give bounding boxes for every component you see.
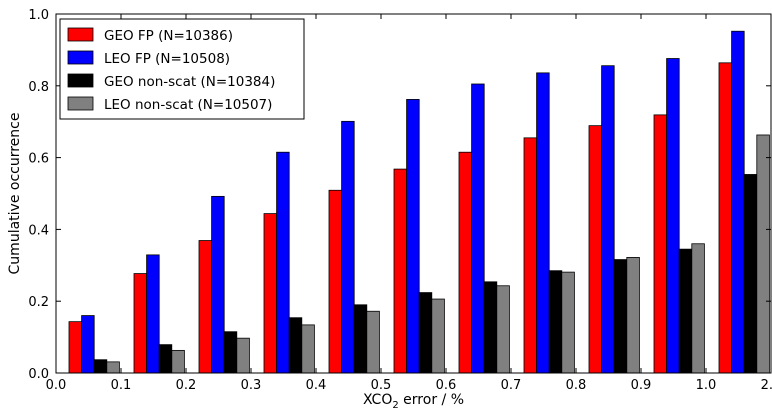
x-tick-label: 2.0 <box>761 378 772 393</box>
bar-series2-group4 <box>276 151 290 374</box>
y-axis-label: Cumulative occurrence <box>7 113 23 275</box>
legend-label-1: GEO FP (N=10386) <box>104 28 233 44</box>
bar-series3-group10 <box>678 248 693 374</box>
bar-series2-group5 <box>341 120 355 374</box>
bar-series4-group3 <box>236 337 250 374</box>
bar-series3-group11 <box>743 174 758 374</box>
bar-series3-group7 <box>483 281 498 374</box>
y-tick-label: 0.2 <box>28 295 49 310</box>
bars-layer <box>68 30 770 374</box>
x-tick-label: 0.6 <box>436 378 457 393</box>
bar-series4-group10 <box>691 243 705 374</box>
bar-series1-group6 <box>393 168 408 374</box>
ticks-layer: 0.0 0.1 0.2 0.3 0.4 0.5 0.6 0.7 0.8 0.9 1.0 2.0 0.0 0… <box>28 8 772 393</box>
x-tick-label: 0.5 <box>371 378 392 393</box>
legend-swatch-2 <box>67 50 94 65</box>
legend: GEO FP (N=10386) LEO FP (N=10508) GEO non-… <box>59 18 305 120</box>
bar-series4-group7 <box>496 285 510 374</box>
bar-series4-group11 <box>756 134 770 374</box>
bar-series2-group9 <box>601 65 615 374</box>
x-tick-label: 0.4 <box>306 378 327 393</box>
bar-series2-group8 <box>536 72 550 374</box>
bar-series2-group3 <box>211 195 225 374</box>
legend-swatch-3 <box>67 73 94 88</box>
bar-series1-group4 <box>263 213 278 374</box>
x-tick-label: 0.1 <box>111 378 132 393</box>
bar-series1-group1 <box>68 321 83 374</box>
bar-series1-group5 <box>328 189 343 374</box>
bar-series2-group2 <box>146 254 160 374</box>
bar-series3-group6 <box>418 292 433 374</box>
legend-swatch-4 <box>67 96 94 111</box>
bar-series4-group2 <box>171 349 185 374</box>
bar-series1-group8 <box>523 137 538 374</box>
y-tick-label: 0.4 <box>28 223 49 238</box>
x-tick-label: 0.2 <box>176 378 197 393</box>
x-tick-label: 0.8 <box>566 378 587 393</box>
y-tick-label: 0.6 <box>28 152 49 167</box>
bar-series3-group5 <box>353 304 368 374</box>
bar-series4-group6 <box>431 298 445 374</box>
y-tick-label: 0.0 <box>28 367 49 382</box>
x-tick-label: 0.7 <box>501 378 522 393</box>
x-tick-label: 0.3 <box>241 378 262 393</box>
bar-series3-group1 <box>93 359 108 374</box>
bar-series3-group9 <box>613 259 628 374</box>
bar-series1-group9 <box>588 125 603 374</box>
bar-series4-group4 <box>301 324 315 374</box>
y-tick-label: 1.0 <box>28 8 49 23</box>
legend-box <box>59 18 305 120</box>
bar-series4-group9 <box>626 256 640 374</box>
x-tick-label: 1.0 <box>696 378 717 393</box>
bar-series2-group1 <box>81 315 95 374</box>
x-tick-label: 0.0 <box>46 378 67 393</box>
legend-label-2: LEO FP (N=10508) <box>104 51 230 67</box>
y-tick-label: 0.8 <box>28 80 49 95</box>
bar-series2-group10 <box>666 58 680 374</box>
bar-series1-group2 <box>133 273 148 374</box>
bar-series4-group5 <box>366 310 380 374</box>
bar-series2-group7 <box>471 83 485 374</box>
bar-series3-group4 <box>288 317 303 374</box>
bar-series3-group3 <box>223 331 238 374</box>
bar-series2-group11 <box>731 30 745 374</box>
bar-series2-group6 <box>406 99 420 374</box>
legend-label-4: LEO non-scat (N=10507) <box>104 97 272 113</box>
x-tick-label: 0.9 <box>631 378 652 393</box>
x-axis-label-main: XCO <box>363 392 392 408</box>
bar-series1-group3 <box>198 240 213 374</box>
x-axis-label: XCO2 error / % <box>363 392 464 409</box>
bar-series3-group8 <box>548 270 563 374</box>
legend-swatch-1 <box>67 27 94 42</box>
x-axis-label-subscript: 2 <box>392 400 398 409</box>
bar-series1-group11 <box>718 62 733 374</box>
bar-series1-group7 <box>458 151 473 374</box>
bar-series3-group2 <box>158 344 173 374</box>
x-axis-label-tail: error / % <box>399 392 464 408</box>
bar-series4-group1 <box>106 361 120 374</box>
bar-series1-group10 <box>653 114 668 374</box>
legend-label-3: GEO non-scat (N=10384) <box>104 74 275 90</box>
plot-frame <box>55 13 772 374</box>
bar-series4-group8 <box>561 271 575 374</box>
